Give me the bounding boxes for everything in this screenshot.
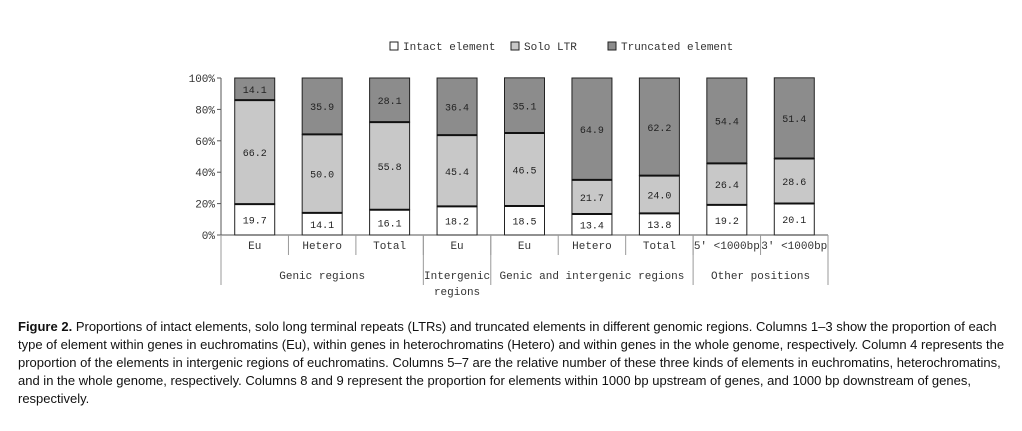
bar-value-label: 26.4 [715,181,739,192]
bar-segment [234,203,276,236]
y-tick-label: 40% [195,168,215,180]
bar-value-label: 46.5 [512,166,536,177]
bar-value-label: 45.4 [445,168,469,179]
x-group-label: Intergenic [424,271,490,283]
x-group-label: Genic regions [279,271,365,283]
y-tick-label: 20% [195,200,215,212]
y-tick-label: 100% [189,74,216,86]
x-category-label: Eu [450,241,463,253]
figure-caption: Figure 2. Proportions of intact elements… [18,318,1008,408]
legend-label: Intact element [403,42,495,54]
bar-segment [234,99,276,205]
bar-segment [773,77,815,160]
x-category-label: Hetero [302,241,342,253]
legend-swatch [510,41,520,51]
y-tick-label: 0% [202,231,216,243]
x-category-label: 5' <1000bp [694,241,760,253]
bar-value-label: 36.4 [445,104,469,115]
bar-value-label: 19.7 [243,217,267,228]
x-category-label: Eu [518,241,531,253]
bar-segment [436,205,478,236]
bar-value-label: 55.8 [378,163,402,174]
bar-value-label: 18.2 [445,218,469,229]
y-tick-label: 80% [195,105,215,117]
x-group-label: Other positions [711,271,810,283]
x-category-label: 3' <1000bp [761,241,827,253]
bar-value-label: 16.1 [378,219,402,230]
bar-value-label: 28.6 [782,178,806,189]
bar-value-label: 21.7 [580,194,604,205]
bar-value-label: 13.8 [647,221,671,232]
x-group-label: regions [434,287,480,299]
bar-value-label: 64.9 [580,126,604,137]
bar-segment [706,204,748,236]
bar-value-label: 24.0 [647,191,671,202]
bar-value-label: 14.1 [310,221,334,232]
bar-segment [504,77,545,134]
bar-value-label: 35.1 [512,102,536,113]
bar-segment [706,162,748,206]
bar-segment [301,133,343,214]
x-group-label: Genic and intergenic regions [500,271,685,283]
figure-caption-text: Proportions of intact elements, solo lon… [18,319,1005,406]
stacked-bar-chart: 0% 20% 40% 60% 80% 100% 19.7 66.2 14.1 Eu 14.1 50.0… [189,41,829,299]
bar-value-label: 50.0 [310,171,334,182]
bar-value-label: 20.1 [782,216,806,227]
bar-value-label: 28.1 [378,97,402,108]
bar-segment [369,77,411,123]
bar-segment [436,77,478,136]
bar-segment [504,132,545,207]
x-category-label: Hetero [572,241,612,253]
bar-value-label: 14.1 [243,86,267,97]
bar-value-label: 19.2 [715,217,739,228]
legend-swatch [607,41,617,51]
bar-value-label: 66.2 [243,149,267,160]
bar-segment [301,77,343,135]
bar-segment [436,134,478,207]
bar-segment [369,209,411,236]
y-tick-label: 60% [195,137,215,149]
bar-segment [706,77,748,164]
bar-segment [369,121,411,211]
x-category-label: Eu [248,241,261,253]
bar-value-label: 13.4 [580,221,604,232]
bar-value-label: 18.5 [512,217,536,228]
bar-value-label: 62.2 [647,124,671,135]
bar-value-label: 35.9 [310,103,334,114]
legend-label: Truncated element [621,42,733,54]
x-category-label: Total [373,241,406,253]
bar-segment [638,77,680,177]
bar-value-label: 51.4 [782,115,806,126]
bar-segment [571,77,613,181]
bar-value-label: 54.4 [715,118,739,129]
legend-swatch [389,41,399,51]
x-category-label: Total [643,241,676,253]
bar-segment [773,202,815,236]
bar-segment [638,175,680,214]
legend-label: Solo LTR [524,42,577,54]
figure-label: Figure 2. [18,319,73,334]
